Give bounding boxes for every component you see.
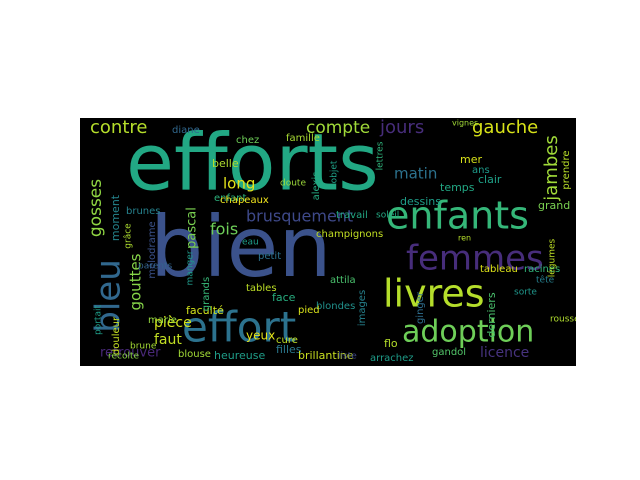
cloud-word: jours: [379, 118, 424, 138]
cloud-word: sorte: [514, 288, 537, 298]
cloud-word: brune: [130, 342, 157, 352]
cloud-word: flo: [384, 337, 398, 350]
cloud-word: clair: [478, 173, 502, 186]
cloud-word: famille: [286, 133, 320, 144]
cloud-word: tables: [246, 283, 277, 294]
cloud-word: efforts: [126, 118, 379, 208]
cloud-word: doute: [280, 179, 306, 189]
cloud-word: marie: [148, 315, 177, 326]
cloud-word: bleu: [89, 259, 129, 333]
cloud-word: travail: [336, 210, 368, 221]
cloud-word: chapeaux: [220, 195, 269, 206]
cloud-word: gauche: [472, 118, 538, 138]
cloud-word: licence: [480, 345, 529, 361]
cloud-word: mélodrame: [146, 221, 158, 278]
cloud-word: grand: [538, 199, 570, 212]
cloud-word: rousse: [550, 315, 576, 325]
cloud-word: chez: [236, 135, 259, 146]
cloud-word: cure: [276, 335, 298, 346]
cloud-word: moment: [109, 194, 122, 241]
cloud-word: prendre: [561, 150, 572, 189]
cloud-word: objet: [330, 160, 340, 183]
cloud-word: belle: [212, 157, 239, 170]
cloud-word: matin: [394, 165, 437, 183]
cloud-word: manger: [186, 250, 196, 285]
cloud-word: brusquement: [246, 207, 353, 226]
cloud-word: portait: [94, 305, 104, 335]
cloud-word: temps: [440, 181, 475, 194]
cloud-word: liste: [338, 352, 357, 362]
cloud-word: attila: [330, 275, 356, 286]
cloud-word: tableau: [480, 264, 518, 275]
cloud-word: gouttes: [127, 253, 145, 310]
cloud-word: livres: [383, 272, 485, 316]
cloud-word: parents: [138, 262, 173, 272]
cloud-word: face: [272, 291, 296, 304]
cloud-word: mer: [460, 153, 482, 166]
cloud-word: alexis: [311, 172, 322, 201]
cloud-word: heureuse: [214, 349, 265, 362]
cloud-word: femmes: [406, 239, 544, 279]
cloud-word: blondes: [316, 301, 355, 312]
cloud-word: retrouver: [100, 346, 161, 361]
cloud-word: soleil: [376, 211, 399, 221]
cloud-word: gandol: [432, 347, 466, 358]
cloud-word: douleur: [111, 316, 122, 355]
cloud-word: eau: [242, 238, 259, 248]
cloud-word: tête: [536, 275, 555, 286]
cloud-word: bien: [150, 198, 332, 296]
cloud-word: pascal: [185, 207, 200, 249]
cloud-word: brunes: [126, 206, 161, 217]
cloud-word: effort: [182, 303, 296, 352]
cloud-word: derniers: [485, 292, 498, 337]
cloud-word: vignes: [452, 119, 478, 128]
cloud-word: petit: [258, 251, 281, 262]
cloud-word: recolte: [108, 352, 140, 362]
cloud-word: grâce: [124, 223, 134, 249]
cloud-word: grands: [201, 277, 212, 311]
cloud-word: enfants: [386, 194, 529, 238]
cloud-word: gosses: [86, 179, 106, 237]
cloud-word: adoption: [402, 315, 534, 350]
cloud-word: lettres: [376, 141, 386, 170]
cloud-word: légumes: [547, 238, 558, 277]
cloud-word: diane: [172, 125, 200, 136]
cloud-word: dessins: [400, 195, 441, 208]
cloud-word: ans: [472, 165, 490, 176]
cloud-word: enfant: [214, 193, 246, 204]
cloud-word: contre: [90, 118, 147, 138]
cloud-word: filles: [276, 343, 302, 356]
cloud-word: jambes: [541, 135, 562, 201]
cloud-word: blouse: [178, 349, 211, 360]
cloud-word: brillantine: [298, 349, 354, 362]
word-cloud: efforts bien effort enfants femmes livres adop…: [80, 118, 576, 366]
cloud-word: faut: [154, 332, 182, 348]
cloud-word: ren: [458, 234, 471, 243]
cloud-word: pièce: [154, 315, 192, 331]
cloud-word: fois: [210, 220, 238, 239]
cloud-word: ginger: [415, 291, 426, 324]
cloud-word: faculté: [186, 304, 224, 317]
cloud-word: yeux: [246, 329, 275, 343]
cloud-word: arrachez: [370, 353, 414, 364]
cloud-word: images: [357, 290, 368, 326]
cloud-word: racines: [524, 264, 560, 275]
cloud-word: champignons: [316, 229, 383, 240]
cloud-word: long: [223, 175, 255, 193]
cloud-word: compte: [306, 118, 370, 138]
cloud-word: pied: [298, 305, 320, 316]
